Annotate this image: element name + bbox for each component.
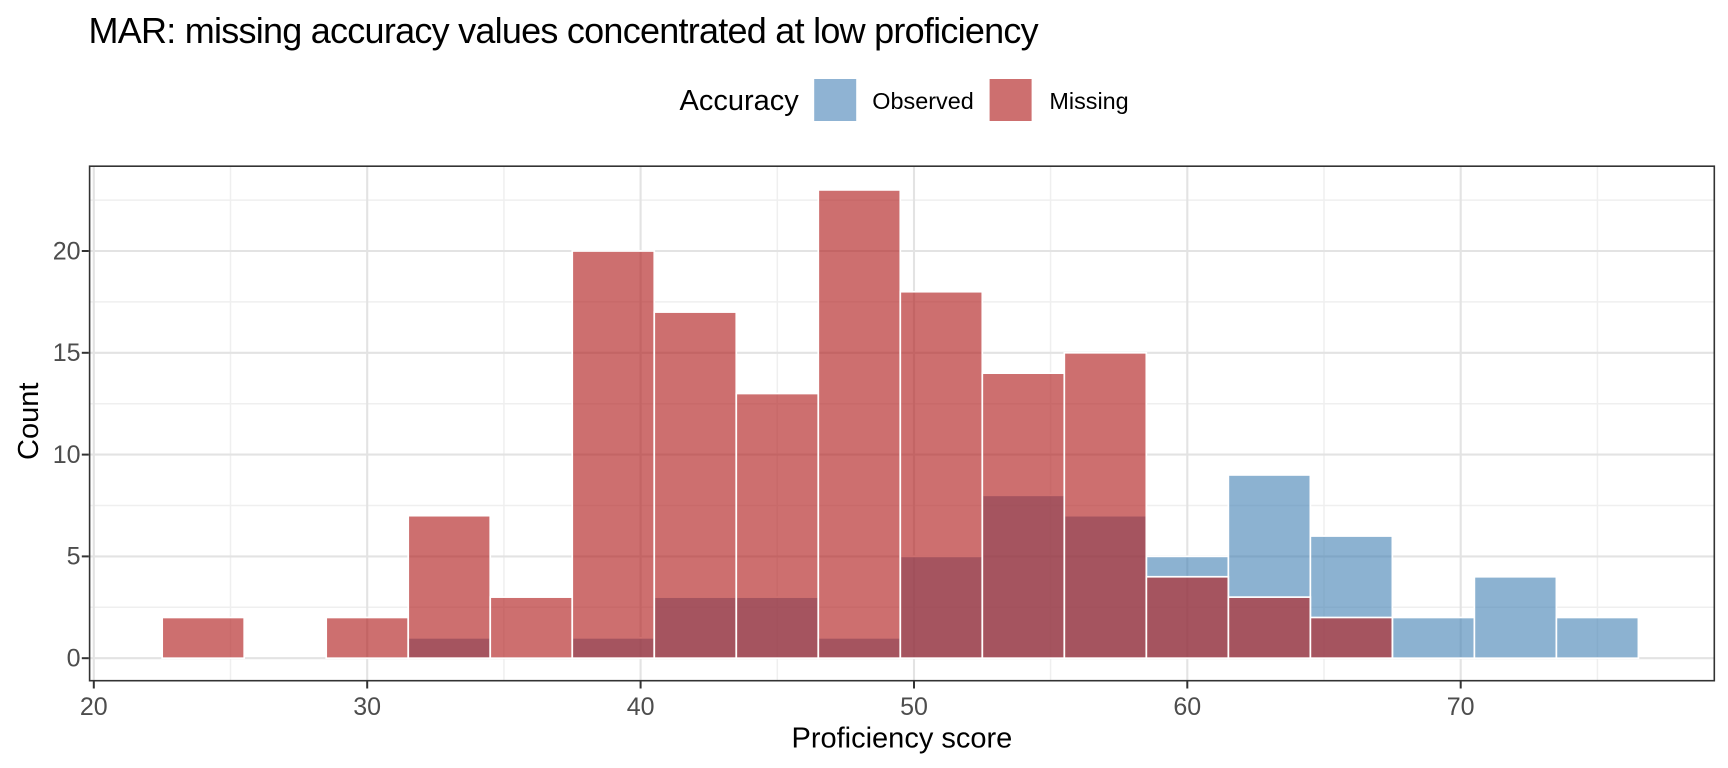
svg-text:10: 10 — [53, 441, 81, 469]
svg-text:20: 20 — [53, 237, 81, 265]
svg-text:5: 5 — [67, 543, 81, 571]
svg-text:15: 15 — [53, 339, 81, 367]
svg-text:Proficiency score: Proficiency score — [791, 723, 1012, 755]
svg-text:20: 20 — [80, 693, 108, 721]
svg-text:Observed: Observed — [872, 88, 973, 114]
svg-text:50: 50 — [900, 693, 928, 721]
svg-text:60: 60 — [1173, 693, 1201, 721]
svg-text:MAR: missing accuracy values c: MAR: missing accuracy values concentrate… — [89, 10, 1039, 51]
svg-text:30: 30 — [353, 693, 381, 721]
svg-text:Count: Count — [13, 383, 45, 460]
svg-text:Missing: Missing — [1049, 88, 1128, 114]
svg-text:0: 0 — [67, 645, 81, 673]
svg-text:70: 70 — [1447, 693, 1475, 721]
svg-text:40: 40 — [627, 693, 655, 721]
svg-text:Accuracy: Accuracy — [680, 85, 800, 117]
